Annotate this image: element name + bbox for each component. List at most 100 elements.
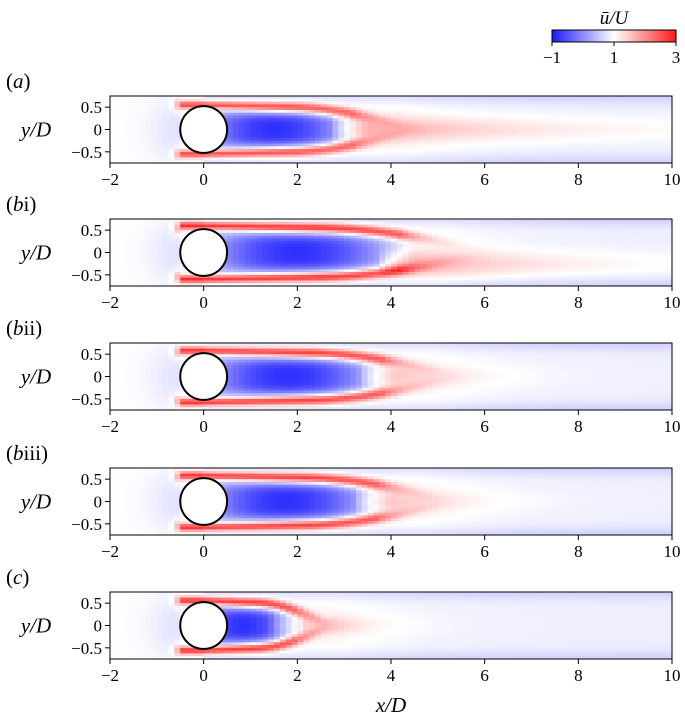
heatmap-cell	[660, 238, 667, 242]
heatmap-cell	[385, 221, 392, 226]
heatmap-cell	[291, 104, 298, 108]
heatmap-cell	[373, 249, 380, 254]
heatmap-cell	[139, 160, 146, 163]
heatmap-cell	[408, 129, 416, 133]
heatmap-cell	[578, 235, 585, 240]
heatmap-cell	[355, 107, 363, 111]
heatmap-cell	[578, 244, 585, 248]
heatmap-cell	[162, 146, 170, 150]
heatmap-cell	[115, 135, 123, 139]
heatmap-cell	[455, 123, 462, 128]
heatmap-cell	[590, 255, 597, 259]
heatmap-cell	[396, 238, 404, 242]
heatmap-cell	[613, 269, 620, 273]
heatmap-cell	[426, 137, 433, 142]
heatmap-cell	[221, 227, 228, 231]
heatmap-cell	[373, 140, 380, 145]
heatmap-cell	[285, 277, 293, 282]
heatmap-cell	[326, 235, 334, 240]
heatmap-cell	[361, 274, 369, 279]
heatmap-cell	[472, 123, 480, 128]
heatmap-cell	[268, 107, 275, 111]
heatmap-cell	[174, 274, 181, 279]
heatmap-cell	[285, 137, 293, 142]
heatmap-cell	[127, 129, 135, 133]
heatmap-cell	[139, 398, 146, 403]
heatmap-cell	[484, 258, 492, 262]
heatmap-cell	[238, 121, 246, 125]
heatmap-cell	[513, 277, 521, 282]
heatmap-cell	[467, 96, 474, 100]
heatmap-cell	[467, 249, 474, 254]
heatmap-cell	[408, 146, 416, 150]
heatmap-cell	[156, 390, 164, 394]
heatmap-cell	[502, 146, 509, 150]
heatmap-cell	[619, 255, 626, 259]
heatmap-cell	[554, 252, 562, 256]
heatmap-cell	[660, 96, 667, 100]
heatmap-cell	[584, 112, 591, 117]
heatmap-cell	[660, 269, 667, 273]
heatmap-cell	[601, 121, 609, 125]
heatmap-cell	[314, 143, 322, 147]
heatmap-cell	[320, 272, 328, 276]
heatmap-cell	[133, 146, 140, 150]
heatmap-cell	[578, 160, 585, 163]
heatmap-cell	[168, 126, 175, 131]
heatmap-cell	[145, 232, 152, 237]
heatmap-cell	[636, 149, 644, 153]
heatmap-cell	[560, 101, 568, 105]
heatmap-cell	[303, 129, 310, 133]
heatmap-cell	[355, 157, 363, 161]
heatmap-cell	[133, 241, 140, 245]
heatmap-cell	[344, 232, 351, 237]
heatmap-cell	[309, 266, 316, 270]
heatmap-cell	[350, 143, 357, 147]
heatmap-cell	[326, 126, 334, 131]
heatmap-cell	[320, 263, 328, 268]
heatmap-cell	[121, 351, 129, 355]
heatmap-cell	[578, 115, 585, 119]
heatmap-cell	[420, 283, 427, 286]
heatmap-cell	[648, 252, 656, 256]
heatmap-cell	[150, 96, 158, 100]
heatmap-cell	[338, 160, 345, 163]
heatmap-cell	[613, 101, 620, 105]
heatmap-cell	[262, 238, 269, 242]
heatmap-cell	[168, 135, 175, 139]
heatmap-cell	[121, 151, 129, 156]
heatmap-cell	[443, 221, 451, 226]
heatmap-cell	[402, 258, 410, 262]
x-tick-label: 2	[293, 170, 302, 189]
heatmap-cell	[648, 269, 656, 273]
heatmap-cell	[355, 143, 363, 147]
heatmap-cell	[595, 154, 603, 159]
heatmap-cell	[262, 98, 269, 103]
heatmap-cell	[373, 258, 380, 262]
heatmap-cell	[291, 249, 298, 254]
heatmap-cell	[531, 132, 538, 136]
heatmap-cell	[420, 219, 427, 223]
heatmap-cell	[373, 277, 380, 282]
heatmap-cell	[525, 129, 533, 133]
heatmap-cell	[355, 255, 363, 259]
heatmap-cell	[543, 272, 550, 276]
heatmap-cell	[467, 238, 474, 242]
heatmap-cell	[385, 126, 392, 131]
heatmap-cell	[654, 157, 661, 161]
heatmap-cell	[560, 277, 568, 282]
heatmap-cell	[402, 121, 410, 125]
heatmap-cell	[285, 132, 293, 136]
heatmap-cell	[303, 221, 310, 226]
heatmap-cell	[133, 143, 140, 147]
heatmap-cell	[227, 266, 234, 270]
heatmap-cell	[168, 368, 175, 372]
heatmap-cell	[391, 112, 398, 117]
heatmap-cell	[601, 112, 609, 117]
heatmap-cell	[326, 238, 334, 242]
heatmap-cell	[145, 241, 152, 245]
heatmap-cell	[110, 146, 117, 150]
x-tick-label: 0	[199, 170, 208, 189]
heatmap-cell	[121, 277, 129, 282]
heatmap-cell	[326, 101, 334, 105]
